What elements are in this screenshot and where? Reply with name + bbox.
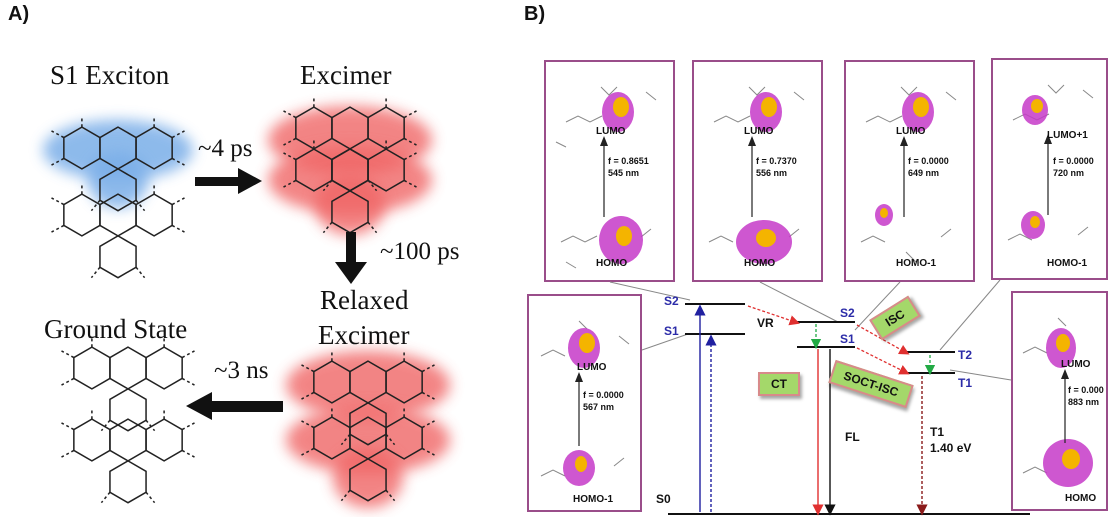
orbital-sketch-5 bbox=[540, 320, 630, 486]
orbital-box-4: LUMO+1 f = 0.0000 720 nm HOMO-1 bbox=[991, 58, 1108, 280]
orbital-5-nm: 567 nm bbox=[583, 402, 615, 412]
ground-state-title: Ground State bbox=[44, 314, 188, 344]
time-label-100ps: ~100 ps bbox=[380, 238, 460, 265]
panel-a-label: A) bbox=[8, 3, 30, 25]
level-s1-mid: S1 bbox=[840, 332, 855, 346]
orbital-5-f: f = 0.0000 bbox=[583, 390, 624, 400]
orbital-3-lower: HOMO-1 bbox=[896, 258, 936, 269]
level-s2-mid: S2 bbox=[840, 306, 855, 320]
orbital-box-1: LUMO f = 0.8651 545 nm HOMO bbox=[544, 60, 675, 282]
orbital-6-nm: 883 nm bbox=[1068, 397, 1100, 407]
orbital-4-f: f = 0.0000 bbox=[1053, 156, 1094, 166]
orbital-1-lower: HOMO bbox=[596, 258, 628, 269]
orbital-box-5: LUMO f = 0.0000 567 nm HOMO-1 bbox=[527, 294, 642, 512]
orbital-2-f: f = 0.7370 bbox=[756, 156, 797, 166]
orbital-4-nm: 720 nm bbox=[1053, 168, 1085, 178]
orbital-6-f: f = 0.000 bbox=[1068, 385, 1104, 395]
orbital-sketch-6 bbox=[1022, 317, 1093, 487]
orbital-4-upper: LUMO+1 bbox=[1047, 130, 1088, 141]
orbital-5-lower: HOMO-1 bbox=[573, 494, 613, 505]
orbital-box-6: LUMO f = 0.000 883 nm HOMO bbox=[1011, 291, 1108, 511]
excimer-title: Excimer bbox=[300, 60, 392, 90]
level-s1-left: S1 bbox=[664, 324, 679, 338]
relaxed-excimer-title-line2: Excimer bbox=[318, 320, 410, 350]
t1-energy-value: 1.40 eV bbox=[930, 441, 972, 455]
orbital-3-upper: LUMO bbox=[896, 126, 926, 137]
orbital-sketch-4 bbox=[1007, 84, 1094, 241]
orbital-1-upper: LUMO bbox=[596, 126, 626, 137]
s1-exciton-title: S1 Exciton bbox=[50, 60, 170, 90]
arrow-right bbox=[195, 168, 262, 194]
orbital-2-lower: HOMO bbox=[744, 258, 776, 269]
orbital-6-upper: LUMO bbox=[1061, 359, 1091, 370]
time-label-4ps: ~4 ps bbox=[198, 135, 253, 162]
s1-exciton-glow bbox=[43, 120, 193, 208]
orbital-5-upper: LUMO bbox=[577, 362, 607, 373]
orbital-6-lower: HOMO bbox=[1065, 493, 1097, 504]
relaxed-excimer-glow bbox=[286, 351, 450, 508]
orbital-1-f: f = 0.8651 bbox=[608, 156, 649, 166]
orbital-box-2: LUMO f = 0.7370 556 nm HOMO bbox=[692, 60, 823, 282]
vr-label: VR bbox=[757, 316, 774, 330]
level-t2: T2 bbox=[958, 348, 973, 362]
orbital-2-nm: 556 nm bbox=[756, 168, 788, 178]
orbital-2-upper: LUMO bbox=[744, 126, 774, 137]
panel-b-label: B) bbox=[524, 3, 546, 25]
level-s0: S0 bbox=[656, 492, 671, 506]
t1-energy-label: T1 bbox=[930, 425, 945, 439]
arrow-down bbox=[335, 232, 367, 284]
orbital-4-lower: HOMO-1 bbox=[1047, 258, 1087, 269]
fl-label: FL bbox=[845, 430, 860, 444]
time-label-3ns: ~3 ns bbox=[214, 357, 269, 384]
panel-a-diagram bbox=[43, 94, 450, 508]
orbital-box-3: LUMO f = 0.0000 649 nm HOMO-1 bbox=[844, 60, 975, 282]
relaxed-excimer-title-line1: Relaxed bbox=[320, 285, 409, 315]
ct-box: CT bbox=[758, 372, 800, 396]
level-s2-left: S2 bbox=[664, 294, 679, 308]
orbital-1-nm: 545 nm bbox=[608, 168, 640, 178]
level-t1: T1 bbox=[958, 376, 973, 390]
orbital-sketch-1 bbox=[555, 86, 657, 269]
orbital-sketch-2 bbox=[708, 86, 805, 264]
orbital-3-f: f = 0.0000 bbox=[908, 156, 949, 166]
orbital-3-nm: 649 nm bbox=[908, 168, 940, 178]
arrow-left bbox=[186, 392, 283, 420]
orbital-sketch-3 bbox=[860, 86, 957, 263]
